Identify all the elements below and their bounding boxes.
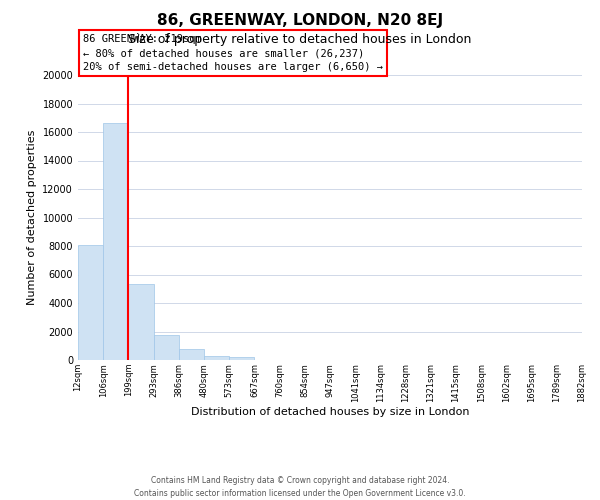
Text: Contains HM Land Registry data © Crown copyright and database right 2024.
Contai: Contains HM Land Registry data © Crown c… [134, 476, 466, 498]
Bar [179, 349, 204, 360]
Bar [204, 356, 229, 360]
Bar [103, 124, 128, 360]
X-axis label: Distribution of detached houses by size in London: Distribution of detached houses by size … [191, 408, 469, 418]
Text: 86, GREENWAY, LONDON, N20 8EJ: 86, GREENWAY, LONDON, N20 8EJ [157, 12, 443, 28]
Bar [78, 244, 103, 360]
Text: 86 GREENWAY: 219sqm
← 80% of detached houses are smaller (26,237)
20% of semi-de: 86 GREENWAY: 219sqm ← 80% of detached ho… [83, 34, 383, 72]
Text: Size of property relative to detached houses in London: Size of property relative to detached ho… [128, 32, 472, 46]
Bar [128, 284, 154, 360]
Y-axis label: Number of detached properties: Number of detached properties [27, 130, 37, 305]
Bar [154, 335, 179, 360]
Bar [229, 357, 254, 360]
